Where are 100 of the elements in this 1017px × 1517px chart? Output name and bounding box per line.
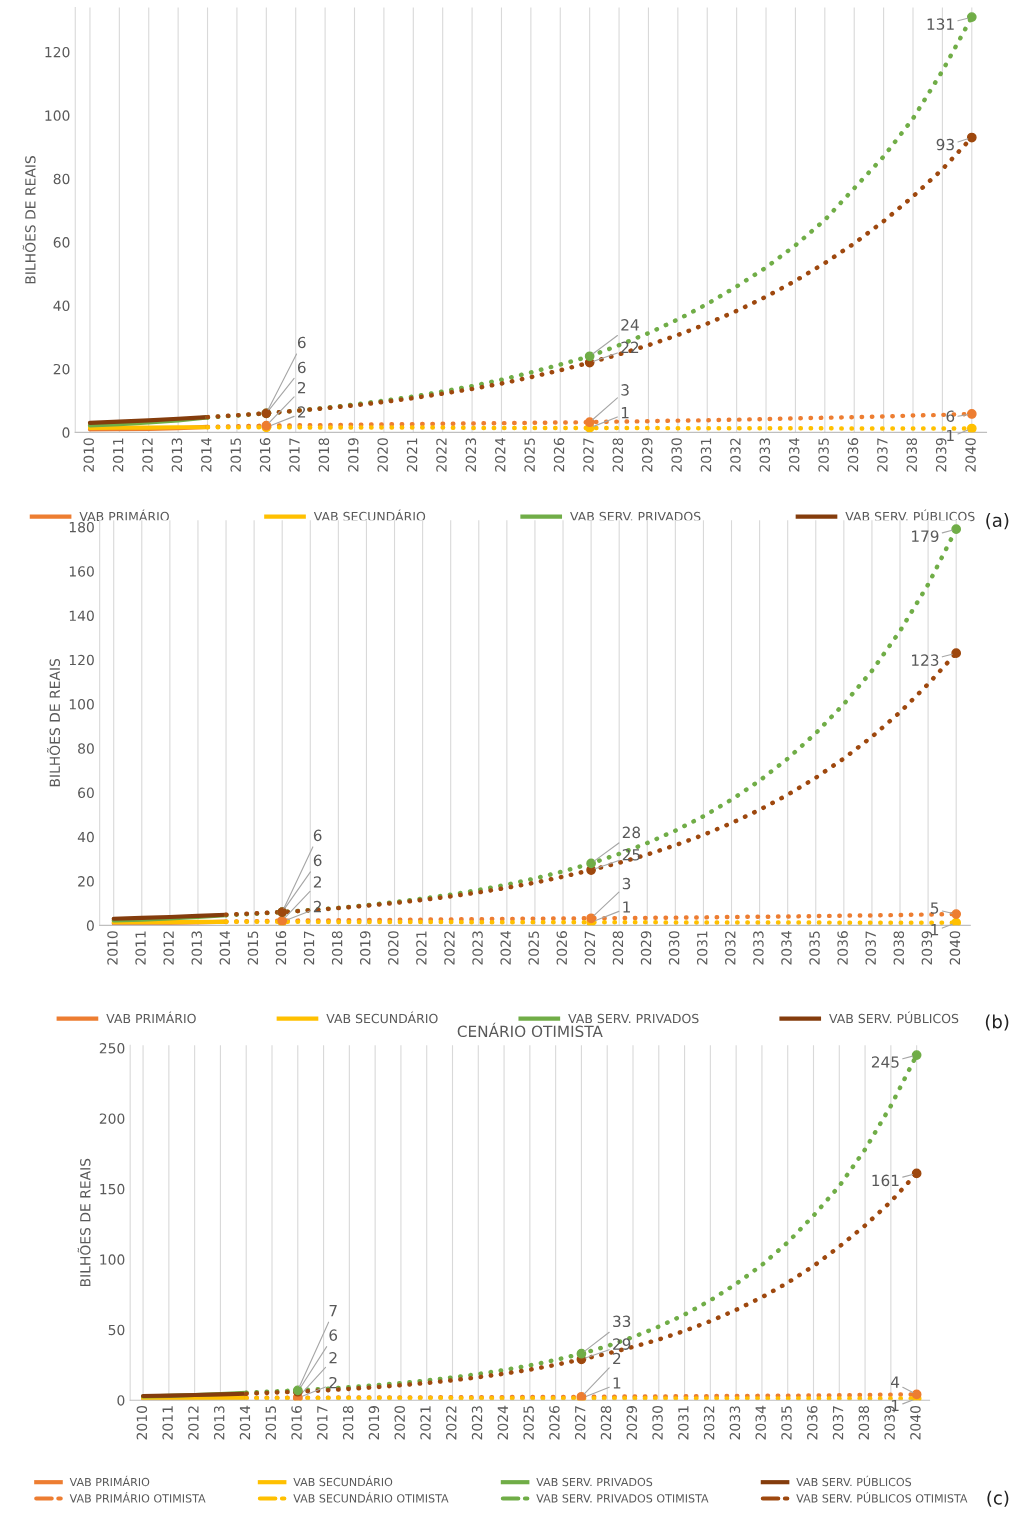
x-tick-label: 2011	[162, 1406, 173, 1440]
x-tick-label: 2014	[219, 931, 231, 965]
x-tick-label: 2015	[247, 931, 259, 965]
legend-label: VAB SECUNDÁRIO	[293, 1475, 393, 1487]
data-label: 93	[936, 138, 954, 151]
data-label: 2	[329, 1352, 337, 1364]
y-tick-label: 0	[86, 920, 94, 931]
legend-label: VAB SERV. PÚBLICOS OTIMISTA	[796, 1492, 968, 1503]
x-tick-label: 2010	[83, 438, 94, 472]
y-tick-label: 100	[100, 1254, 125, 1265]
y-tick-label: 120	[45, 46, 70, 58]
y-tick-label: 100	[45, 110, 70, 121]
y-tick-label: 180	[69, 521, 94, 533]
x-tick-label: 2018	[318, 438, 330, 472]
x-tick-label: 2028	[612, 931, 624, 965]
x-tick-label: 2019	[348, 438, 359, 472]
text: (a)	[986, 513, 1009, 530]
y-tick-label: 160	[69, 566, 94, 577]
data-label: 4	[891, 1376, 900, 1388]
legend-label: VAB SERV. PRIVADOS	[568, 1013, 699, 1024]
x-tick-label: 2017	[317, 1406, 328, 1440]
x-tick-label: 2021	[420, 1406, 431, 1440]
x-tick-label: 2020	[377, 438, 388, 472]
legend-label: VAB SERV. PRIVADOS	[536, 1477, 653, 1487]
y-tick-label: 80	[78, 743, 94, 754]
y-tick-label: 0	[62, 427, 70, 438]
x-tick-label: 2018	[331, 931, 343, 965]
legend-label: VAB PRIMÁRIO OTIMISTA	[69, 1492, 206, 1503]
text: (c)	[987, 1490, 1009, 1507]
text: (b)	[985, 1014, 1009, 1031]
x-tick-label: 2027	[583, 438, 594, 472]
x-tick-label: 2034	[788, 437, 800, 472]
data-label: 131	[927, 18, 954, 30]
legend-label: VAB SERV. PÚBLICOS	[829, 1011, 959, 1024]
x-tick-label: 2028	[612, 438, 624, 472]
x-tick-label: 2021	[416, 931, 427, 965]
x-tick-label: 2038	[893, 931, 905, 965]
legend-label: VAB SERV. PRIVADOS	[570, 511, 701, 522]
x-tick-label: 2039	[921, 931, 933, 965]
x-tick-label: 2018	[342, 1406, 354, 1440]
x-tick-label: 2023	[471, 1406, 483, 1440]
y-tick-label: 20	[53, 363, 70, 375]
x-tick-label: 2040	[910, 1405, 921, 1440]
data-label: 123	[912, 654, 939, 666]
legend-label: VAB SECUNDÁRIO	[313, 509, 426, 522]
x-tick-label: 2010	[136, 1405, 148, 1440]
x-tick-label: 2035	[781, 1406, 792, 1440]
x-tick-label: 2014	[239, 1405, 251, 1440]
x-tick-label: 2028	[600, 1406, 612, 1440]
data-label: 179	[912, 530, 939, 542]
data-label: 2	[613, 1352, 621, 1365]
data-label: 7	[329, 1305, 337, 1317]
legend-label: VAB SECUNDÁRIO	[326, 1011, 438, 1024]
data-label: 245	[871, 1056, 899, 1068]
y-tick-label: 80	[53, 173, 70, 185]
legend-label: VAB SERV. PÚBLICOS	[845, 509, 975, 522]
x-tick-label: 2023	[465, 438, 477, 472]
x-tick-label: 2037	[865, 931, 876, 965]
x-tick-label: 2027	[574, 1406, 586, 1440]
x-tick-label: 2020	[388, 931, 399, 965]
x-tick-label: 2037	[832, 1406, 844, 1440]
y-tick-label: 150	[100, 1183, 125, 1195]
legend-label: VAB PRIMÁRIO	[69, 1475, 150, 1487]
y-tick-label: 100	[69, 699, 94, 710]
x-tick-label: 2029	[626, 1406, 638, 1440]
x-tick-label: 2030	[652, 1405, 663, 1440]
data-label: 2	[329, 1376, 337, 1389]
x-tick-label: 2022	[436, 438, 447, 472]
y-tick-label: 20	[78, 876, 94, 887]
x-tick-label: 2022	[446, 1406, 457, 1440]
x-tick-label: 2029	[641, 438, 653, 472]
x-tick-label: 2032	[725, 931, 736, 965]
x-tick-label: 2032	[730, 438, 741, 472]
x-tick-label: 2011	[112, 438, 124, 472]
x-tick-label: 2027	[584, 931, 596, 965]
x-tick-label: 2031	[696, 931, 708, 965]
x-tick-label: 2040	[965, 438, 976, 472]
x-tick-label: 2023	[472, 931, 483, 965]
y-axis-title: BILHÕES DE REAIS	[77, 1158, 91, 1287]
y-tick-label: 120	[69, 654, 94, 666]
data-label: 1	[613, 1377, 621, 1389]
x-tick-label: 2035	[818, 438, 829, 472]
x-tick-label: 2013	[213, 1406, 225, 1440]
y-tick-label: 140	[69, 610, 94, 621]
legend-label: VAB SECUNDÁRIO OTIMISTA	[293, 1492, 449, 1503]
data-label: 6	[297, 361, 306, 374]
data-label: 6	[946, 410, 955, 422]
data-label: 1	[621, 407, 629, 419]
x-tick-label: 2024	[495, 437, 506, 472]
x-tick-label: 2025	[528, 931, 539, 965]
x-tick-label: 2017	[289, 438, 300, 472]
x-tick-label: 2036	[837, 931, 848, 965]
x-tick-label: 2024	[500, 931, 511, 965]
x-tick-label: 2015	[265, 1406, 277, 1440]
x-tick-label: 2015	[230, 438, 241, 472]
x-tick-label: 2040	[949, 931, 961, 965]
legend-label: VAB PRIMÁRIO	[106, 1011, 196, 1024]
y-tick-label: 40	[53, 300, 70, 312]
data-label: 5	[930, 902, 939, 914]
x-tick-label: 2019	[359, 931, 371, 965]
